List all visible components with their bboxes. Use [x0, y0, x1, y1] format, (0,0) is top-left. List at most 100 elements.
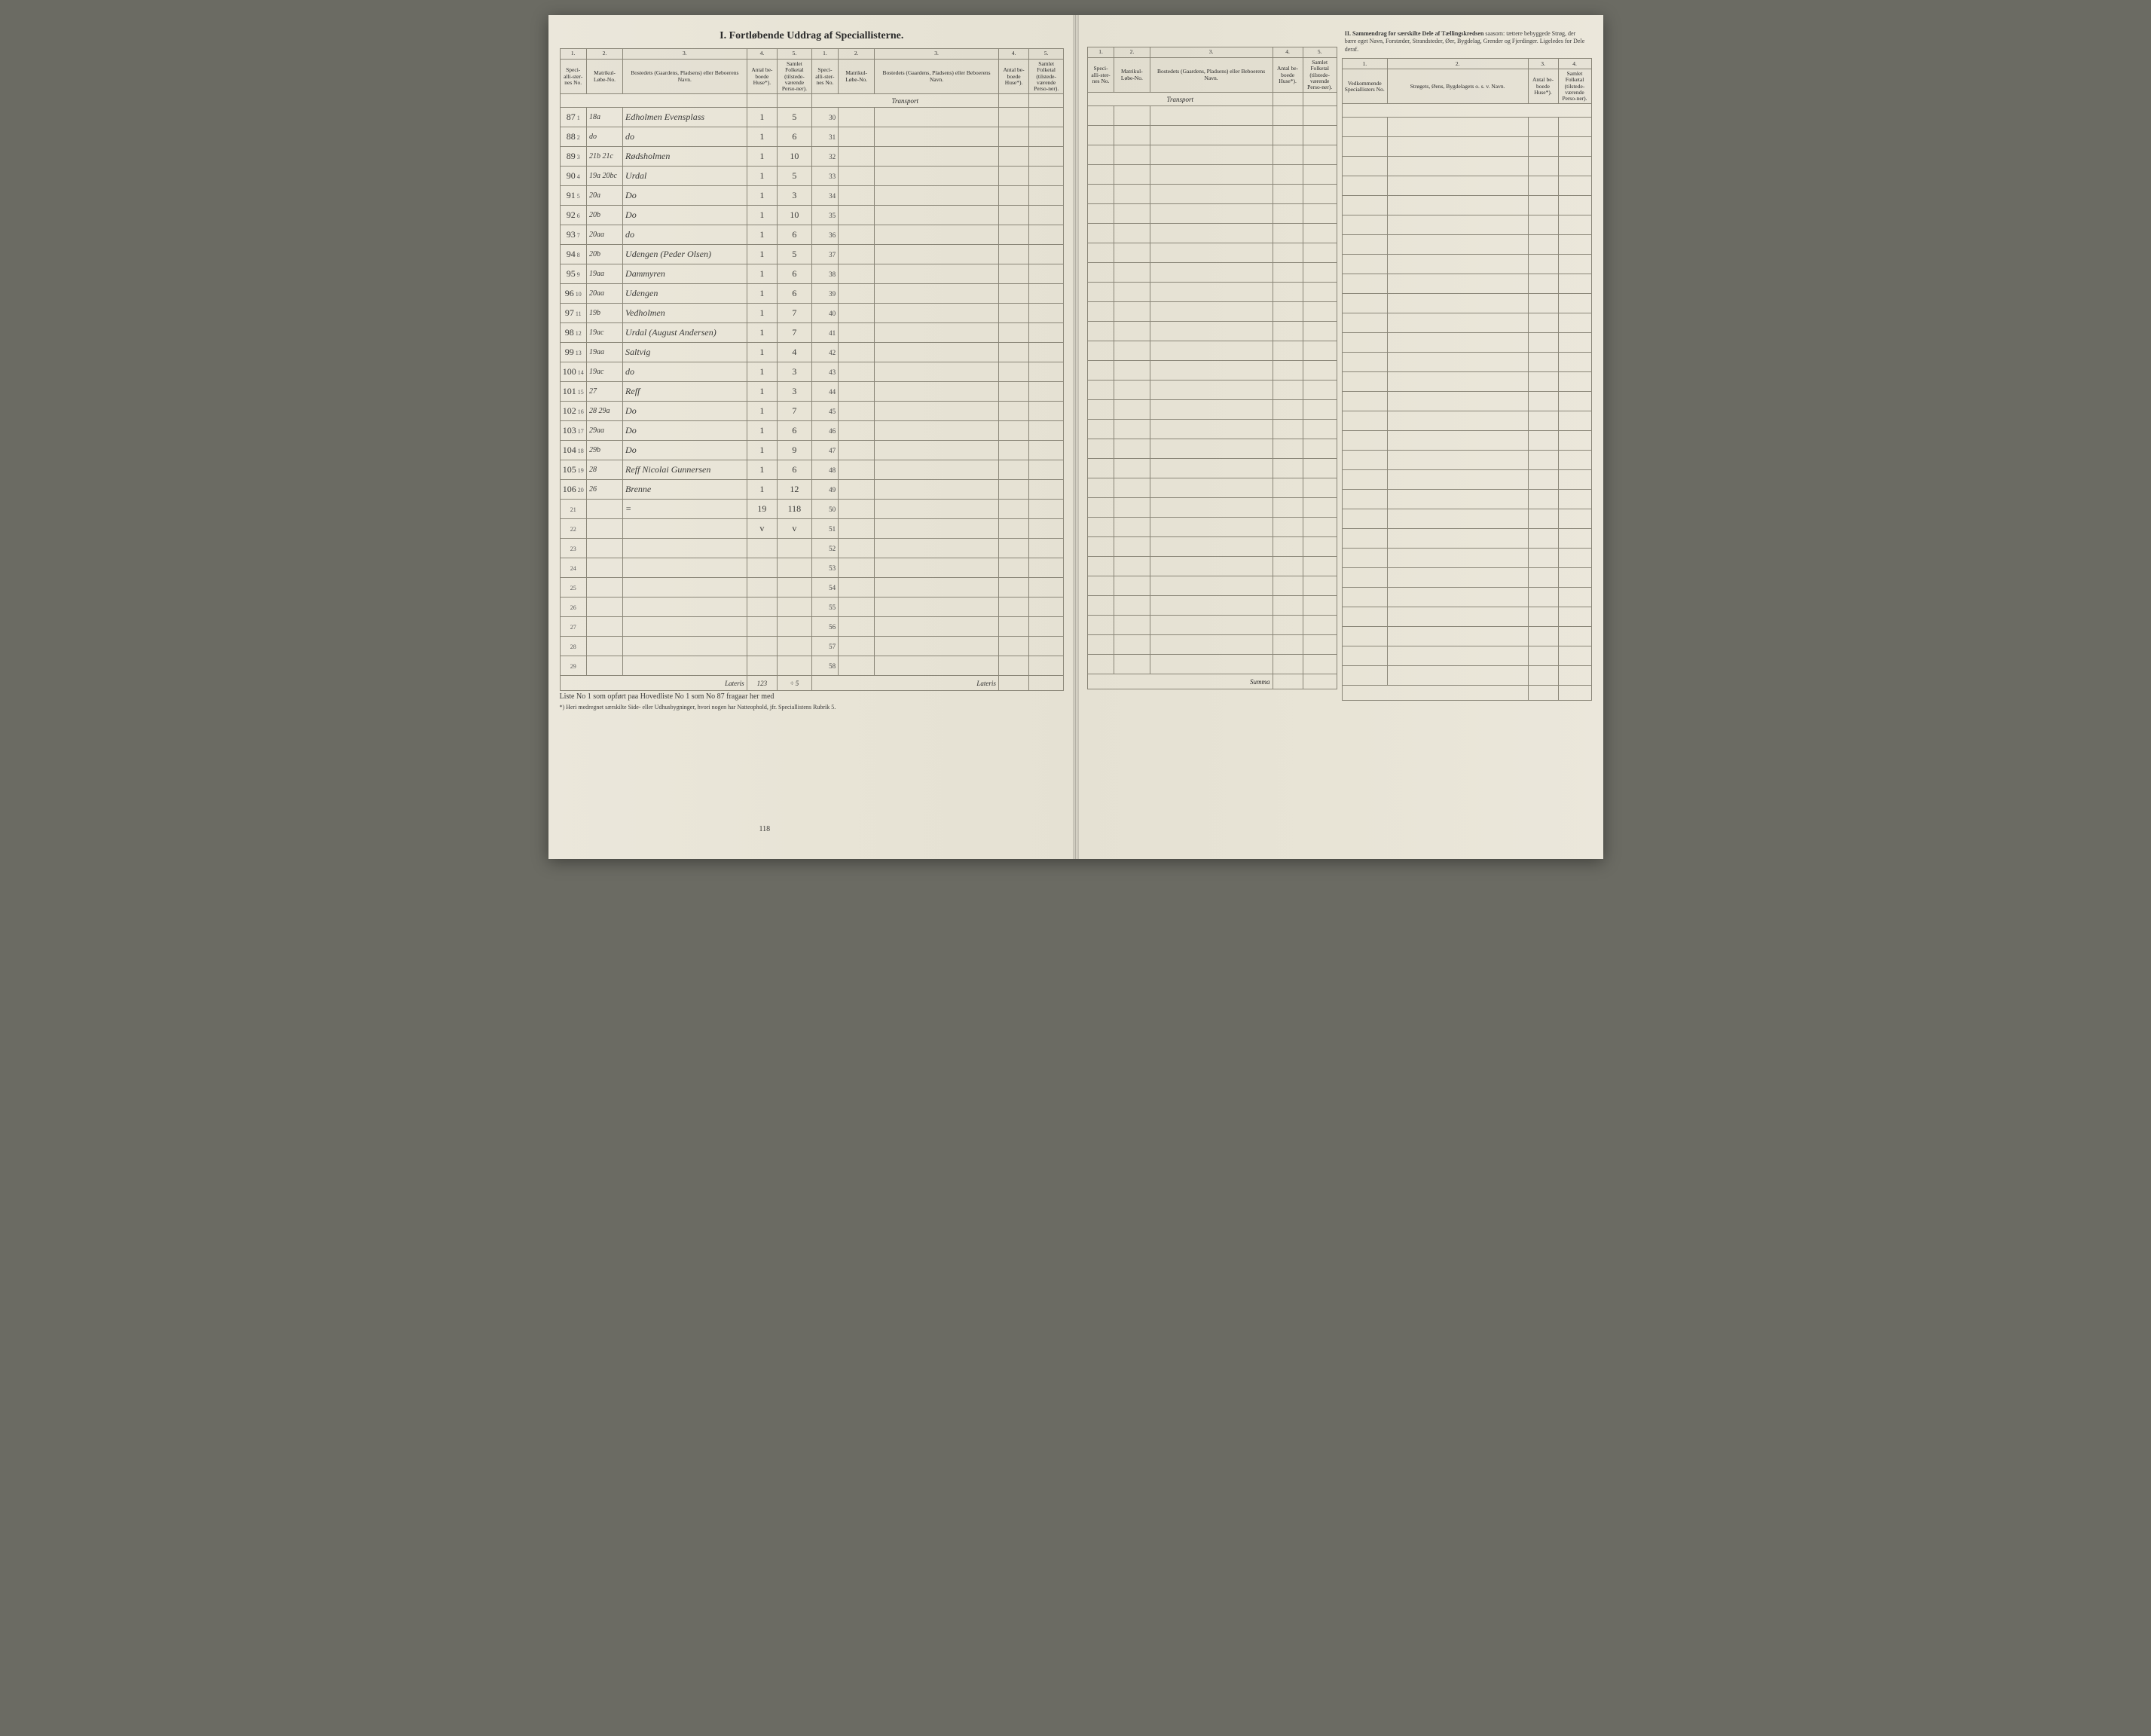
- cell-folke: 6: [778, 421, 812, 441]
- cell-antal: 1: [747, 421, 778, 441]
- cell-rownum: 58: [811, 656, 838, 676]
- table-row: [1088, 145, 1337, 165]
- cell-bost: [623, 539, 747, 558]
- colnum: 1.: [1342, 59, 1387, 69]
- ledger-book: I. Fortløbende Uddrag af Speciallisterne…: [548, 15, 1603, 859]
- table-row: [1088, 635, 1337, 655]
- cell-bost: Vedholmen: [623, 304, 747, 323]
- cell-specno: 27: [560, 617, 586, 637]
- cell-bost: Rødsholmen: [623, 147, 747, 167]
- cell-antal: 1: [747, 245, 778, 264]
- colnum: 1.: [1088, 47, 1114, 58]
- cell-bost: Edholmen Evensplass: [623, 108, 747, 127]
- cell-antal: 1: [747, 460, 778, 480]
- cell-bost: [623, 519, 747, 539]
- table-row: [1088, 243, 1337, 263]
- cell-specno: 89 3: [560, 147, 586, 167]
- cell-rownum: 34: [811, 186, 838, 206]
- cell-bost: Do: [623, 206, 747, 225]
- cell-bost: Reff: [623, 382, 747, 402]
- cell-matr: 29b: [586, 441, 622, 460]
- colnum: 3.: [875, 49, 999, 60]
- cell-folke: 5: [778, 245, 812, 264]
- lateris-extra: 118: [759, 825, 771, 833]
- table-row: [1088, 361, 1337, 381]
- cell-rownum: 33: [811, 167, 838, 186]
- table-row: [1342, 372, 1591, 392]
- table-row: [1088, 557, 1337, 576]
- colnum: 5.: [778, 49, 812, 60]
- table-row: [1088, 439, 1337, 459]
- cell-antal: 1: [747, 147, 778, 167]
- cell-matr: 27: [586, 382, 622, 402]
- table-row: 88 2 do do 1 6 31: [560, 127, 1064, 147]
- hdr-bost: Bostedets (Gaardens, Pladsens) eller Beb…: [623, 60, 747, 94]
- transport-label: Transport: [811, 94, 998, 108]
- colnum: 3.: [1150, 47, 1273, 58]
- cell-matr: 20b: [586, 245, 622, 264]
- table-row: [1342, 509, 1591, 529]
- cell-specno: 102 16: [560, 402, 586, 421]
- cell-bost: [623, 637, 747, 656]
- cell-bost: Urdal: [623, 167, 747, 186]
- table-row: 101 15 27 Reff 1 3 44: [560, 382, 1064, 402]
- cell-specno: 105 19: [560, 460, 586, 480]
- cell-rownum: 36: [811, 225, 838, 245]
- cell-folke: [778, 598, 812, 617]
- table-row: [1342, 215, 1591, 235]
- lateris-folke: ÷ 5: [778, 676, 812, 691]
- cell-specno: 99 13: [560, 343, 586, 362]
- table-row: [1342, 627, 1591, 646]
- cell-rownum: 40: [811, 304, 838, 323]
- table-row: [1342, 490, 1591, 509]
- colnum: 4.: [747, 49, 778, 60]
- table-row: [1342, 294, 1591, 313]
- cell-folke: 3: [778, 186, 812, 206]
- footnote: *) Heri medregnet særskilte Side- eller …: [560, 704, 1065, 711]
- cell-folke: [778, 539, 812, 558]
- table-row: 99 13 19aa Saltvig 1 4 42: [560, 343, 1064, 362]
- cell-matr: 26: [586, 480, 622, 500]
- cell-folke: 5: [778, 108, 812, 127]
- colnum: 5.: [1029, 49, 1064, 60]
- cell-matr: 19ac: [586, 323, 622, 343]
- cell-specno: 103 17: [560, 421, 586, 441]
- table-row: 106 20 26 Brenne 1 12 49: [560, 480, 1064, 500]
- cell-bost: Do: [623, 421, 747, 441]
- cell-specno: 91 5: [560, 186, 586, 206]
- cell-bost: Do: [623, 441, 747, 460]
- cell-specno: 92 6: [560, 206, 586, 225]
- cell-specno: 29: [560, 656, 586, 676]
- hdr-bost: Bostedets (Gaardens, Pladsens) eller Beb…: [1150, 58, 1273, 93]
- cell-folke: 6: [778, 225, 812, 245]
- ledger-table-right2: 1. 2. 3. 4. Vedkommende Speciallisters N…: [1342, 58, 1592, 701]
- cell-specno: 104 18: [560, 441, 586, 460]
- cell-folke: v: [778, 519, 812, 539]
- cell-bost: [623, 617, 747, 637]
- cell-antal: [747, 558, 778, 578]
- table-row: [1342, 333, 1591, 353]
- cell-bost: [623, 558, 747, 578]
- cell-bost: Udengen (Peder Olsen): [623, 245, 747, 264]
- cell-antal: 1: [747, 304, 778, 323]
- table-row: 23 52: [560, 539, 1064, 558]
- table-row: [1088, 381, 1337, 400]
- cell-specno: 28: [560, 637, 586, 656]
- cell-bost: =: [623, 500, 747, 519]
- table-row: [1342, 157, 1591, 176]
- colnum: 2.: [1114, 47, 1150, 58]
- cell-specno: 100 14: [560, 362, 586, 382]
- table-row: [1342, 666, 1591, 686]
- table-row: 90 4 19a 20bc Urdal 1 5 33: [560, 167, 1064, 186]
- table-row: 21 = 19 118 50: [560, 500, 1064, 519]
- colnum: 2.: [1387, 59, 1528, 69]
- hdr-spec: Speci-alli-ster-nes No.: [560, 60, 586, 94]
- table-row: [1088, 341, 1337, 361]
- cell-antal: 1: [747, 108, 778, 127]
- cell-specno: 93 7: [560, 225, 586, 245]
- table-row: 92 6 20b Do 1 10 35: [560, 206, 1064, 225]
- cell-antal: 1: [747, 343, 778, 362]
- table-row: [1088, 204, 1337, 224]
- cell-folke: 5: [778, 167, 812, 186]
- cell-folke: [778, 617, 812, 637]
